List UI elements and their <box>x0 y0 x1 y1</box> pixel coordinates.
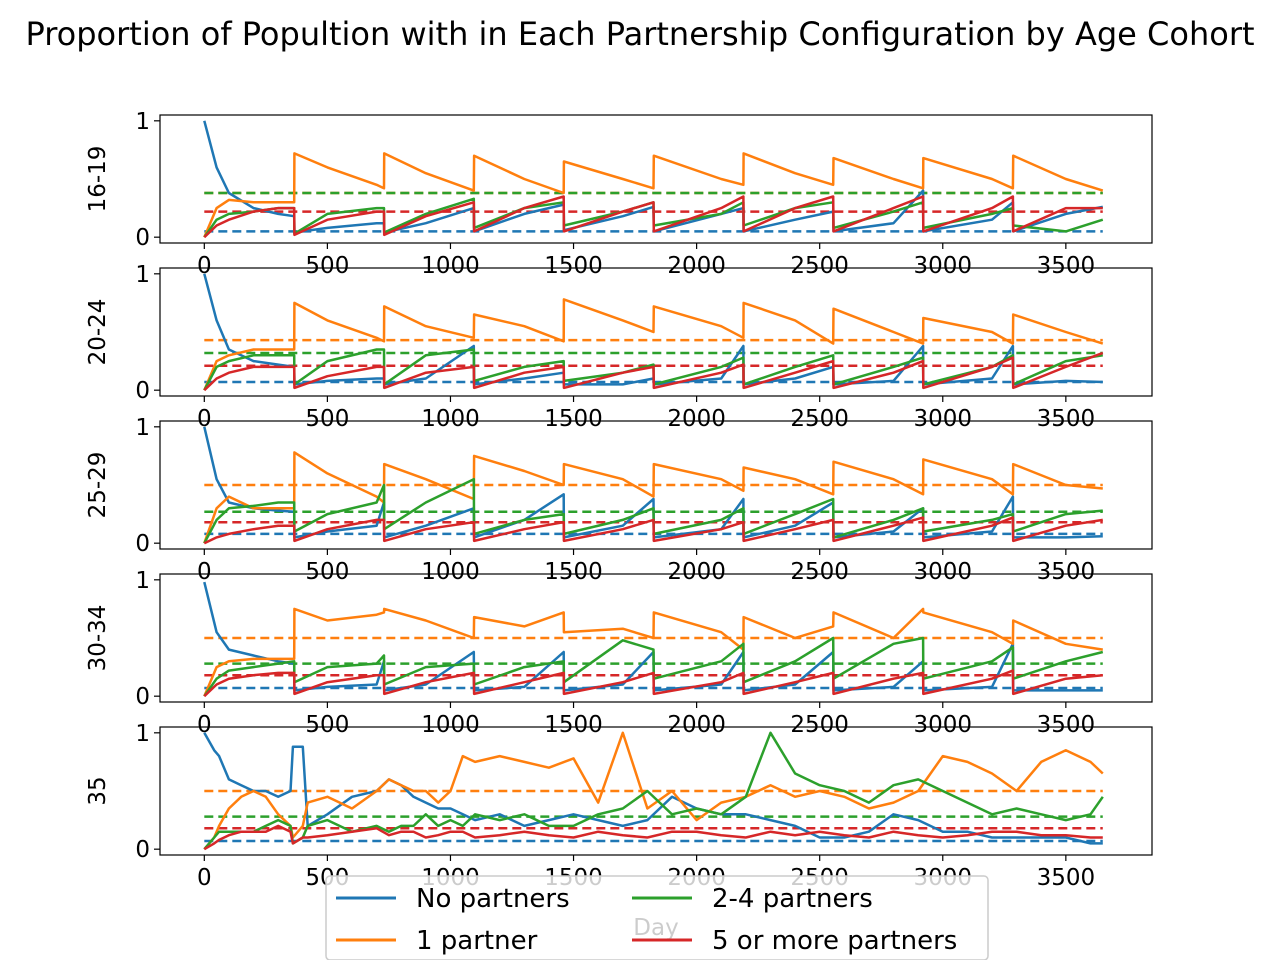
chart-title: Proportion of Popultion with in Each Par… <box>25 15 1254 53</box>
x-tick-label: 1000 <box>421 253 480 279</box>
panel-plot-area <box>203 273 1104 392</box>
x-tick-label: 2500 <box>790 559 849 585</box>
panel-ylabel: 16-19 <box>85 146 111 213</box>
panel-frame <box>159 114 1153 244</box>
x-tick-label: 0 <box>197 406 212 432</box>
y-tick-label: 1 <box>135 568 150 594</box>
panel-frame <box>159 267 1153 397</box>
panel-plot-area <box>203 581 1104 698</box>
legend-box <box>325 875 989 960</box>
x-tick-label: 500 <box>305 559 349 585</box>
x-tick-label: 3000 <box>913 253 972 279</box>
x-tick-label: 2500 <box>790 712 849 738</box>
x-tick-label: 3500 <box>1037 559 1096 585</box>
x-tick-label: 2000 <box>667 406 726 432</box>
x-tick-label: 3000 <box>913 406 972 432</box>
x-tick-label: 1500 <box>544 559 603 585</box>
y-tick-label: 0 <box>135 684 150 710</box>
panel-frame <box>159 573 1153 703</box>
y-tick-label: 0 <box>135 531 150 557</box>
x-tick-label: 0 <box>197 712 212 738</box>
y-tick-label: 1 <box>135 262 150 288</box>
x-tick-label: 3000 <box>913 712 972 738</box>
panel-ylabel: 20-24 <box>85 299 111 366</box>
series-line-no-partners <box>203 732 1103 845</box>
panel-plot-area <box>203 426 1103 545</box>
series-line-1-partner <box>203 451 1103 544</box>
x-tick-label: 3500 <box>1037 712 1096 738</box>
x-tick-label: 1000 <box>421 559 480 585</box>
panel-frame <box>159 420 1153 550</box>
x-tick-label: 3500 <box>1037 865 1096 891</box>
panel-20-24: 0 1 0 500 1000 1500 2000 2500 3000 3500 20-24 <box>85 262 1153 432</box>
x-tick-label: 3000 <box>913 559 972 585</box>
x-tick-label: 1500 <box>544 253 603 279</box>
series-line-1-partner <box>203 607 1103 697</box>
y-tick-label: 1 <box>135 109 150 135</box>
y-tick-label: 1 <box>135 415 150 441</box>
y-tick-label: 0 <box>135 837 150 863</box>
panel-plot-area <box>203 120 1104 239</box>
x-tick-label: 1500 <box>544 712 603 738</box>
series-line-5-or-more-partners <box>203 195 1103 239</box>
x-tick-label: 2000 <box>667 559 726 585</box>
x-tick-label: 1000 <box>421 406 480 432</box>
y-tick-label: 0 <box>135 225 150 251</box>
x-tick-label: 500 <box>305 712 349 738</box>
x-tick-label: 0 <box>197 253 212 279</box>
x-tick-label: 2500 <box>790 253 849 279</box>
x-tick-label: 1500 <box>544 406 603 432</box>
series-line-1-partner <box>203 298 1104 391</box>
panel-ylabel: 25-29 <box>85 452 111 519</box>
x-tick-label: 3500 <box>1037 406 1096 432</box>
x-tick-label: 2000 <box>667 712 726 738</box>
legend-label-5-or-more-partners: 5 or more partners <box>712 926 957 956</box>
legend-label-no-partners: No partners <box>416 884 570 914</box>
panel-16-19: 0 1 0 500 1000 1500 2000 2500 3000 3500 16-19 <box>85 109 1153 279</box>
series-line-2-4-partners <box>203 731 1104 851</box>
y-tick-label: 0 <box>135 378 150 404</box>
panel-plot-area <box>203 731 1104 851</box>
x-tick-label: 500 <box>305 253 349 279</box>
legend-label-2-4-partners: 2-4 partners <box>712 884 873 914</box>
series-line-5-or-more-partners <box>203 516 1103 545</box>
panel-25-29: 0 1 0 500 1000 1500 2000 2500 3000 3500 25-29 <box>85 415 1153 585</box>
legend-label-1-partner: 1 partner <box>416 926 538 956</box>
series-line-5-or-more-partners <box>203 669 1103 698</box>
x-tick-label: 1000 <box>421 712 480 738</box>
x-tick-label: 500 <box>305 406 349 432</box>
series-line-5-or-more-partners <box>203 824 1103 851</box>
panel-30-34: 0 1 0 500 1000 1500 2000 2500 3000 3500 30-34 <box>85 568 1153 738</box>
x-tick-label: 0 <box>197 865 212 891</box>
y-tick-label: 1 <box>135 721 150 747</box>
panel-ylabel: 30-34 <box>85 605 111 672</box>
x-tick-label: 2000 <box>667 253 726 279</box>
x-tick-label: 3500 <box>1037 253 1096 279</box>
x-tick-label: 2500 <box>790 406 849 432</box>
series-line-5-or-more-partners <box>203 351 1104 392</box>
panel-ylabel: 35 <box>85 776 111 805</box>
series-line-1-partner <box>203 152 1104 238</box>
x-tick-label: 0 <box>197 559 212 585</box>
panel-frame <box>159 726 1153 856</box>
